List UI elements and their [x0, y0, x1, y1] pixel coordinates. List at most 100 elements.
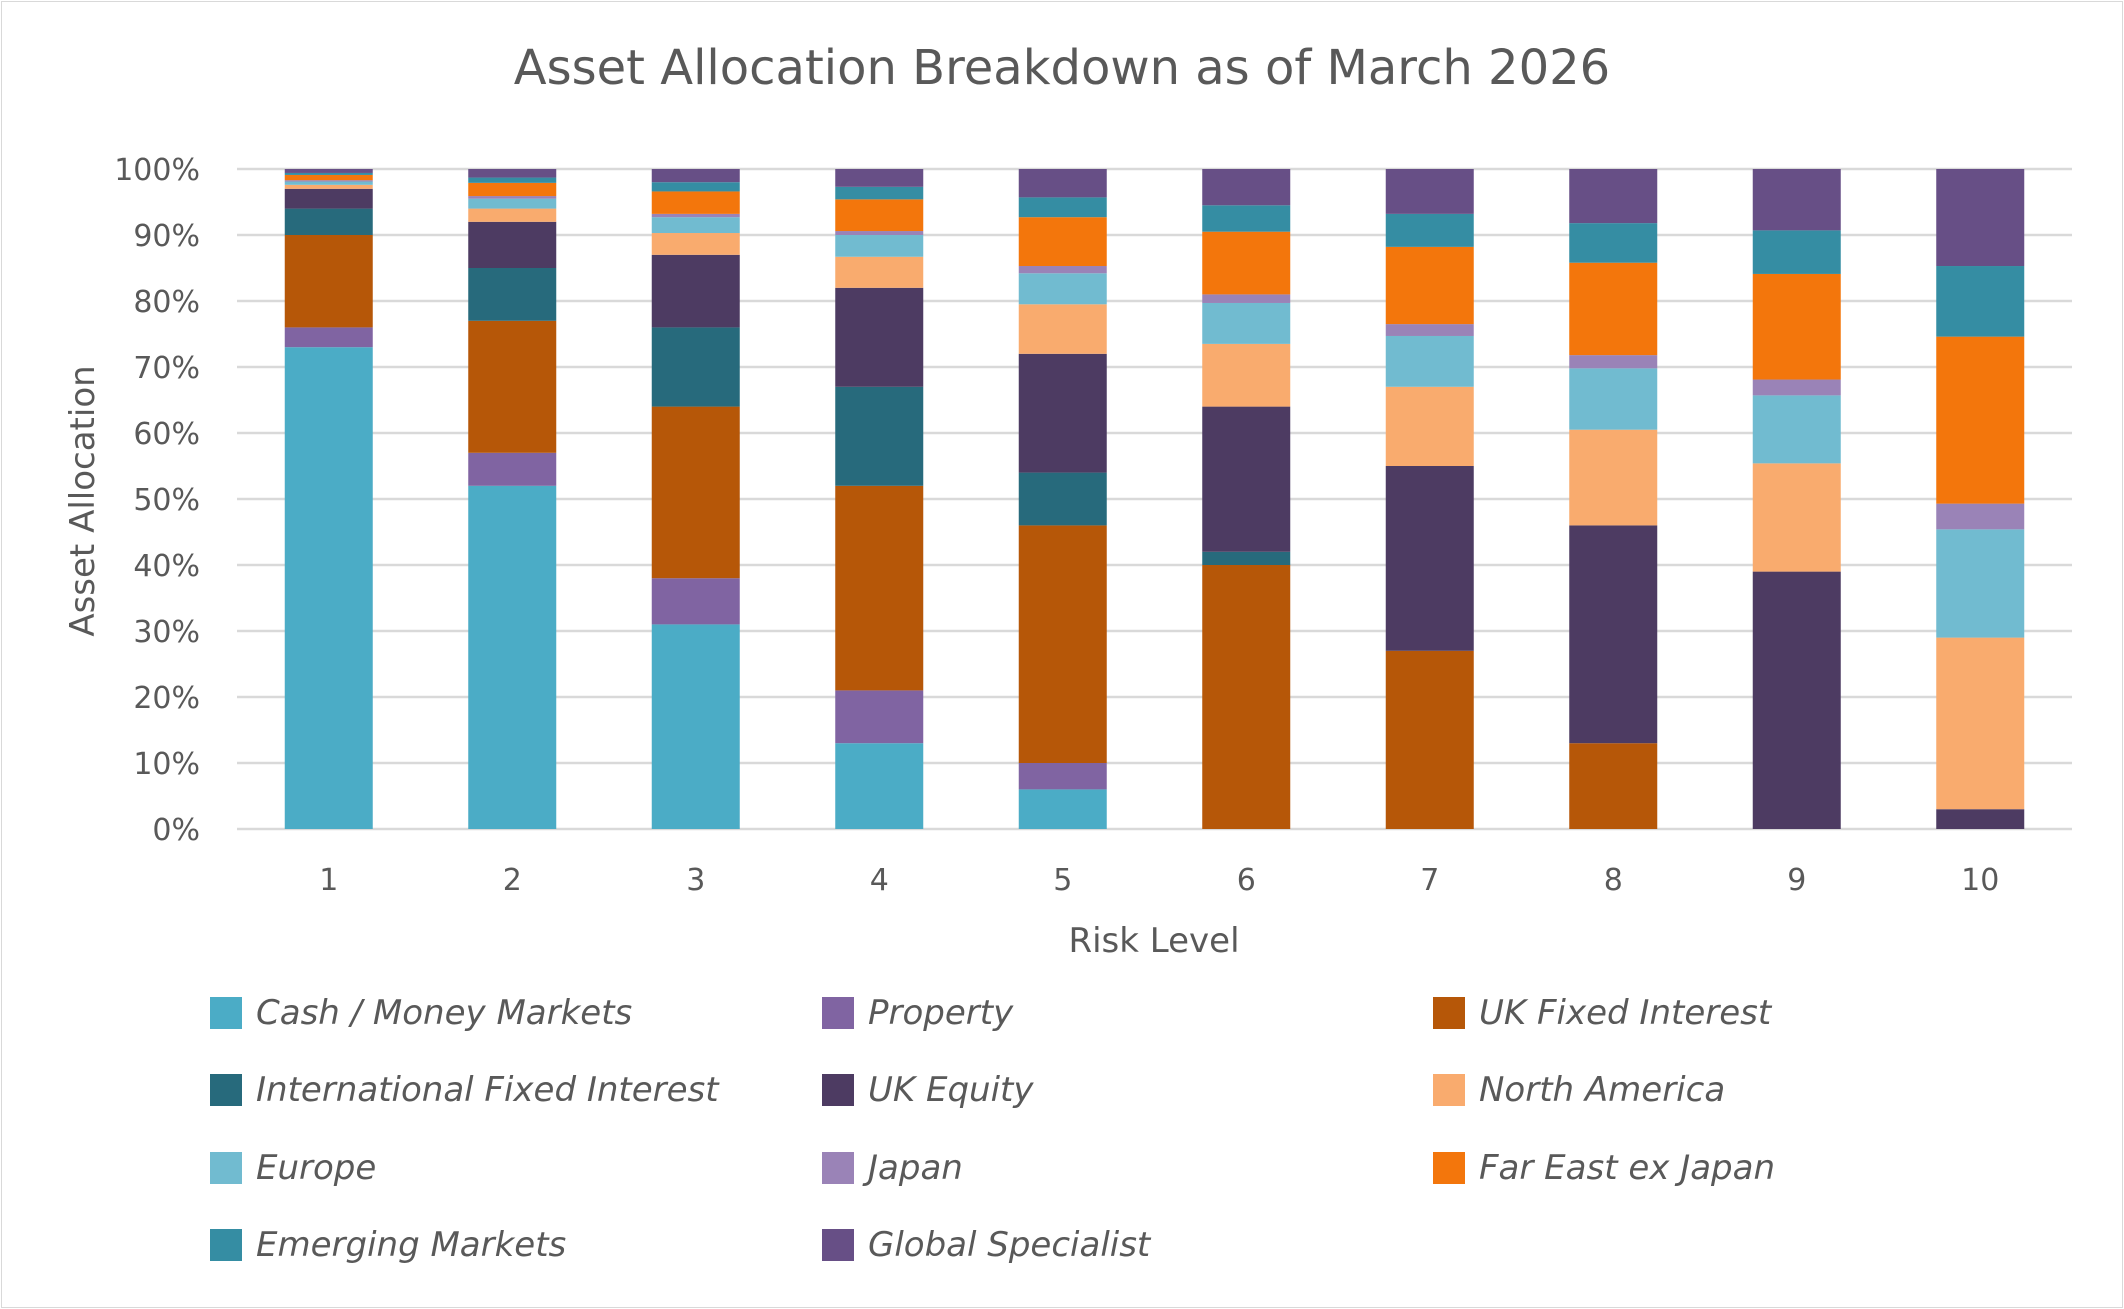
x-tick-label: 1: [319, 863, 338, 898]
bar-segment: [1569, 525, 1658, 744]
legend-item: Far East ex Japan: [1433, 1148, 1775, 1188]
legend-item: UK Fixed Interest: [1433, 993, 1771, 1033]
x-tick-label: 10: [1961, 863, 1999, 898]
x-tick-label: 6: [1237, 863, 1256, 898]
bar-segment: [1018, 789, 1107, 829]
bar-stack-5: [1018, 169, 1107, 829]
legend-label: Europe: [256, 1148, 377, 1188]
bar-segment: [1202, 343, 1291, 407]
legend-swatch: [822, 997, 854, 1029]
bar-segment: [468, 208, 557, 222]
bar-segment: [835, 690, 924, 744]
bar-segment: [284, 208, 373, 235]
bar-segment: [1385, 169, 1474, 214]
legend-label: UK Fixed Interest: [1479, 993, 1772, 1033]
chart-title: Asset Allocation Breakdown as of March 2…: [514, 40, 1610, 96]
bar-segment: [468, 485, 557, 829]
bar-segment: [1018, 304, 1107, 354]
y-tick-label: 30%: [133, 615, 200, 650]
bar-segment: [1202, 302, 1291, 344]
legend-label: Japan: [868, 1148, 963, 1188]
x-tick-label: 9: [1787, 863, 1806, 898]
bar-segment: [835, 231, 924, 235]
y-tick-label: 10%: [133, 747, 200, 782]
bars: [284, 169, 2025, 829]
bar-segment: [1385, 324, 1474, 336]
bar-segment: [468, 221, 557, 268]
y-ticks: 0% 10% 20% 30% 40% 50% 60% 70% 80% 90% 100%: [114, 153, 200, 848]
bar-segment: [468, 320, 557, 453]
bar-segment: [651, 624, 740, 829]
legend-item: Property: [822, 993, 1013, 1033]
bar-segment: [651, 213, 740, 218]
y-tick-label: 70%: [133, 351, 200, 386]
bar-segment: [1018, 217, 1107, 267]
legend-label: North America: [1479, 1070, 1726, 1110]
legend-label: Cash / Money Markets: [256, 993, 633, 1033]
bar-segment: [468, 177, 557, 183]
x-tick-label: 3: [686, 863, 705, 898]
bar-segment: [1385, 246, 1474, 325]
legend-swatch: [210, 997, 242, 1029]
bar-stack-8: [1569, 169, 1658, 829]
bar-stack-7: [1385, 169, 1474, 829]
bar-segment: [1752, 571, 1841, 829]
bar-segment: [1752, 169, 1841, 231]
bar-segment: [835, 386, 924, 486]
bar-segment: [1569, 355, 1658, 369]
bar-segment: [1936, 503, 2025, 530]
bar-segment: [1202, 551, 1291, 565]
bar-segment: [284, 169, 373, 173]
bar-segment: [1018, 266, 1107, 274]
bar-segment: [651, 578, 740, 625]
bar-segment: [835, 485, 924, 691]
y-tick-label: 100%: [114, 153, 200, 188]
legend-item: Emerging Markets: [210, 1225, 566, 1265]
bar-segment: [284, 347, 373, 829]
legend-label: Emerging Markets: [256, 1225, 567, 1265]
legend-item: International Fixed Interest: [210, 1070, 719, 1110]
bar-segment: [284, 180, 373, 182]
bar-segment: [1202, 406, 1291, 552]
legend-item: Japan: [822, 1148, 963, 1188]
bar-segment: [651, 327, 740, 407]
bar-segment: [835, 743, 924, 829]
bar-segment: [1569, 169, 1658, 224]
bar-segment: [1752, 230, 1841, 274]
bar-segment: [1936, 637, 2025, 810]
y-tick-label: 60%: [133, 417, 200, 452]
legend-swatch: [1433, 1074, 1465, 1106]
bar-segment: [468, 452, 557, 486]
bar-segment: [835, 256, 924, 288]
bar-segment: [468, 268, 557, 321]
legend-item: Global Specialist: [822, 1225, 1150, 1265]
bar-segment: [284, 235, 373, 328]
y-axis-label: Asset Allocation: [63, 365, 103, 636]
bar-stack-1: [284, 169, 373, 829]
bar-segment: [1202, 169, 1291, 206]
bar-segment: [651, 182, 740, 192]
bar-segment: [468, 169, 557, 178]
bar-segment: [1202, 231, 1291, 295]
bar-segment: [1018, 525, 1107, 763]
bar-segment: [284, 181, 373, 185]
bar-segment: [284, 184, 373, 189]
bar-stack-6: [1202, 169, 1291, 829]
bar-segment: [284, 172, 373, 175]
bar-segment: [1752, 379, 1841, 396]
bar-segment: [835, 186, 924, 200]
bar-segment: [651, 233, 740, 255]
bar-segment: [835, 169, 924, 187]
bar-segment: [1936, 266, 2025, 337]
legend-label: UK Equity: [868, 1070, 1034, 1110]
bar-segment: [1569, 223, 1658, 263]
bar-segment: [1385, 386, 1474, 466]
bar-segment: [1936, 336, 2025, 504]
y-tick-label: 80%: [133, 285, 200, 320]
x-tick-label: 8: [1604, 863, 1623, 898]
bar-segment: [468, 196, 557, 199]
bar-segment: [1385, 650, 1474, 829]
x-tick-label: 2: [503, 863, 522, 898]
bar-segment: [835, 287, 924, 387]
